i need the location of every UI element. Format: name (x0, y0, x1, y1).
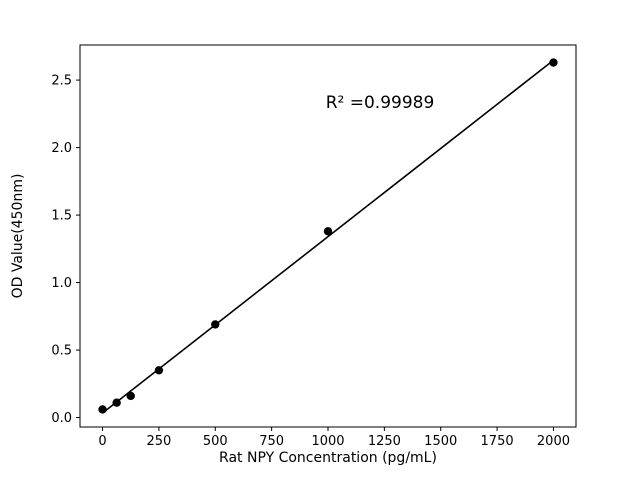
data-point (154, 366, 164, 375)
x-tick-label: 1750 (481, 434, 514, 449)
y-axis-label: OD Value(450nm) (10, 174, 26, 299)
x-tick-label: 750 (259, 434, 284, 449)
plot-area: 0 250 500 750 1000 1250 1500 1750 2000 0.0 0.5 1.0 1… (51, 44, 577, 449)
data-point (98, 405, 107, 414)
y-tick-label: 2.5 (51, 74, 72, 89)
fit-line (102, 59, 554, 414)
y-tick-label: 1.5 (51, 209, 72, 224)
data-point (323, 227, 333, 236)
y-tick-label: 2.0 (51, 141, 72, 156)
r-squared-annotation: R² =0.99989 (326, 93, 435, 113)
data-point (549, 58, 558, 67)
y-tick-label: 0.5 (51, 344, 72, 359)
x-tick-label: 500 (203, 434, 228, 449)
y-tick-label: 1.0 (51, 276, 72, 291)
y-tick-label: 0.0 (51, 411, 72, 426)
x-tick-label: 1250 (368, 434, 401, 449)
data-point (211, 320, 220, 329)
x-tick-label: 1500 (424, 434, 457, 449)
x-tick-label: 0 (98, 434, 106, 449)
x-tick-label: 2000 (537, 434, 570, 449)
x-tick-label: 250 (146, 434, 171, 449)
x-tick-label: 1000 (311, 434, 344, 449)
data-point (112, 398, 121, 407)
x-axis-label: Rat NPY Concentration (pg/mL) (219, 450, 437, 466)
data-point (126, 391, 135, 401)
